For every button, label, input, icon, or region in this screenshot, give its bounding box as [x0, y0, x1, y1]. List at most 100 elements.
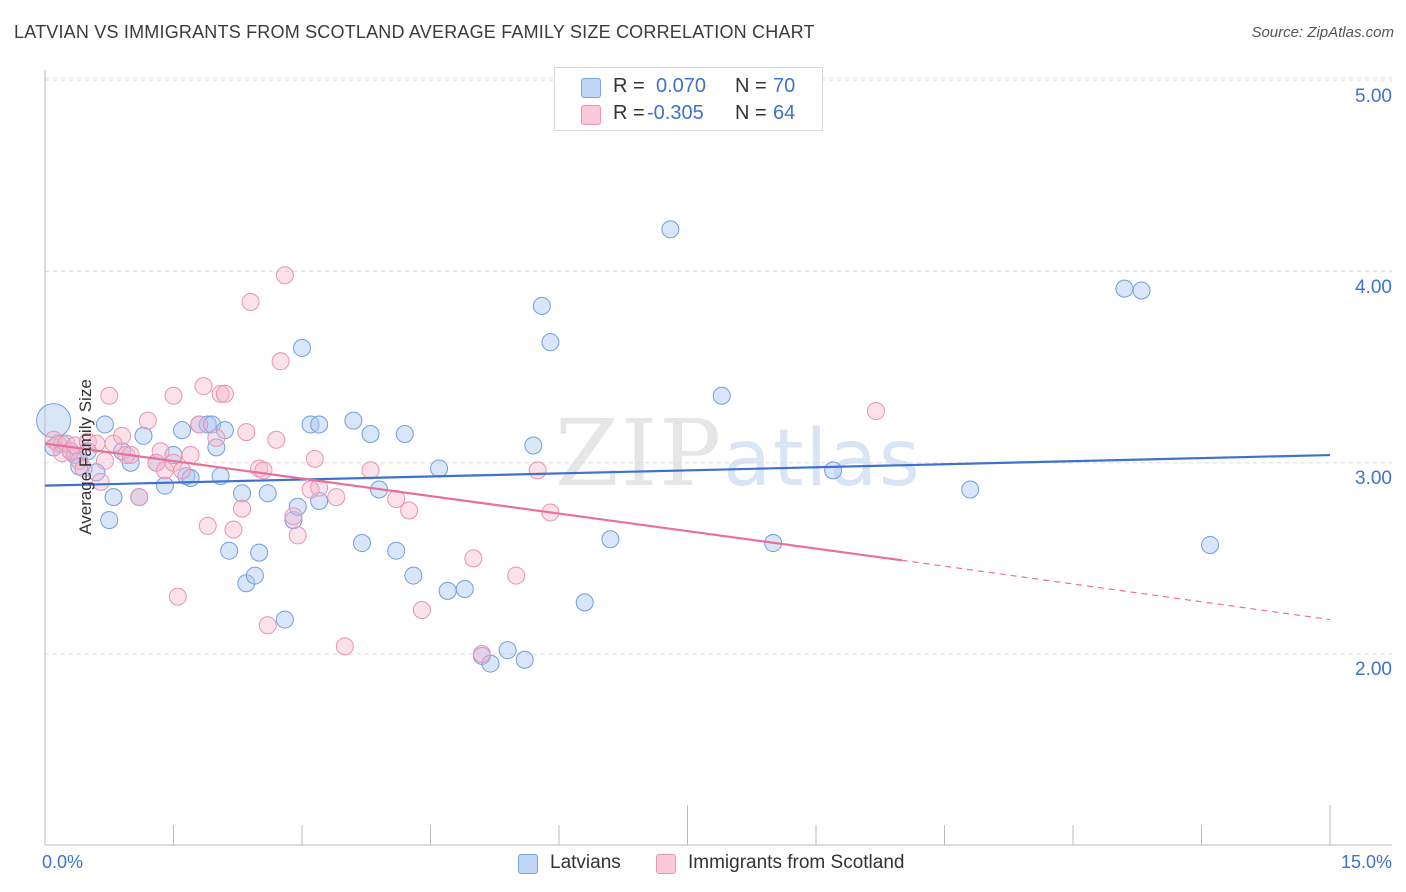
latvian-point	[824, 461, 843, 480]
scotland-point	[275, 266, 294, 285]
scotland-point	[866, 402, 885, 421]
scotland-trend-extension	[901, 559, 1331, 621]
scotland-point	[267, 430, 286, 449]
scotland-point	[211, 384, 230, 403]
scotland-point	[528, 461, 547, 480]
scotland-point	[190, 415, 209, 434]
scotland-point	[284, 507, 303, 526]
latvian-point	[532, 296, 551, 315]
scotland-point	[472, 645, 491, 663]
scotland-point	[194, 377, 213, 396]
latvian-trend-line	[44, 453, 1331, 487]
latvian-point	[344, 411, 363, 430]
latvian-point	[245, 566, 264, 585]
legend-label: Latvians	[550, 852, 621, 873]
r-label: R =	[613, 102, 645, 124]
scotland-point	[335, 637, 354, 656]
scotland-point	[507, 566, 526, 585]
chart-title: LATVIAN VS IMMIGRANTS FROM SCOTLAND AVER…	[14, 22, 815, 42]
latvian-point	[712, 386, 731, 405]
scotland-point	[224, 520, 243, 539]
latvian-point	[293, 338, 311, 357]
n-label: N =	[735, 75, 767, 97]
scotland-point	[181, 446, 200, 465]
latvian-point	[134, 426, 153, 445]
latvian-point	[352, 534, 371, 553]
scotland-point	[271, 352, 290, 371]
latvian-point	[387, 541, 406, 560]
y-axis-label: Average Family Size	[75, 379, 95, 535]
latvian-point	[258, 484, 277, 503]
latvian-point	[100, 511, 119, 530]
y-tick-label: 3.00	[1355, 468, 1392, 489]
y-tick-label: 4.00	[1355, 277, 1392, 298]
scotland-point	[138, 411, 157, 430]
scotland-point	[198, 516, 217, 535]
scotland-point	[173, 461, 192, 480]
scotland-point	[207, 428, 226, 447]
scotland-point	[464, 549, 483, 568]
source-label: Source: ZipAtlas.com	[1251, 24, 1394, 41]
scotland-point	[258, 616, 277, 635]
latvian-point	[961, 480, 980, 499]
latvian-point	[95, 415, 114, 434]
x-tick-label-min: 0.0%	[42, 852, 84, 872]
watermark-atlas: atlas	[723, 414, 922, 504]
n-value: 64	[773, 102, 796, 124]
scotland-point	[327, 488, 346, 507]
n-label: N =	[735, 102, 767, 124]
scotland-point	[95, 451, 114, 470]
latvian-point	[498, 641, 517, 660]
latvian-point	[361, 425, 380, 444]
latvian-point	[404, 566, 423, 585]
latvian-point	[36, 403, 72, 439]
scotland-point	[91, 472, 110, 491]
latvian-point	[395, 425, 414, 444]
latvian-point	[515, 650, 534, 669]
latvian-point	[438, 581, 457, 600]
latvian-point	[661, 220, 680, 239]
latvian-point	[575, 593, 594, 612]
latvian-point	[1132, 281, 1151, 300]
latvian-point	[601, 530, 620, 549]
scotland-point	[215, 384, 234, 403]
latvian-point	[155, 476, 174, 495]
latvian-point	[220, 541, 239, 560]
latvian-point	[430, 459, 449, 478]
legend-row-latvians: R = 0.070 N = 70	[555, 73, 822, 101]
r-value: -0.305	[647, 102, 704, 124]
scotland-point	[412, 601, 431, 620]
legend-swatch-blue	[518, 854, 538, 874]
latvian-point	[104, 488, 123, 507]
scotland-point	[241, 293, 260, 312]
latvian-point	[310, 415, 329, 434]
watermark-zip: ZIP	[555, 400, 724, 507]
legend-swatch-pink	[656, 854, 676, 874]
latvian-point	[233, 484, 252, 503]
scotland-point	[361, 461, 380, 480]
scotland-point	[168, 587, 187, 606]
scotland-point	[113, 426, 132, 445]
latvian-point	[524, 436, 543, 455]
r-value: 0.070	[656, 75, 707, 97]
latvian-point	[173, 421, 192, 440]
scotland-point	[288, 526, 307, 545]
latvian-point	[1201, 535, 1220, 554]
legend-swatch-pink	[581, 105, 601, 125]
latvian-point	[455, 579, 474, 598]
legend-label: Immigrants from Scotland	[688, 852, 905, 873]
latvian-point	[250, 543, 269, 562]
latvian-point	[1115, 279, 1134, 298]
scotland-point	[254, 461, 273, 480]
scotland-point	[74, 459, 93, 478]
stats-legend: R = 0.070 N = 70 R = -0.305 N = 64	[554, 67, 823, 131]
y-tick-label: 5.00	[1355, 86, 1392, 107]
scotland-trend-line	[44, 442, 902, 562]
x-tick-label-max: 15.0%	[1340, 852, 1392, 872]
y-tick-label: 2.00	[1355, 659, 1392, 680]
scotland-point	[237, 423, 256, 442]
latvian-point	[207, 438, 226, 457]
watermark: ZIPatlas	[555, 400, 922, 507]
latvian-point	[275, 610, 294, 629]
